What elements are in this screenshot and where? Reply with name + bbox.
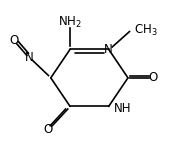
Text: O: O (44, 123, 53, 136)
Text: O: O (149, 71, 158, 84)
Text: O: O (9, 34, 18, 47)
Text: CH$_3$: CH$_3$ (134, 22, 158, 38)
Text: N: N (25, 51, 34, 64)
Text: NH: NH (114, 102, 132, 115)
Text: NH$_2$: NH$_2$ (58, 15, 82, 30)
Text: N: N (104, 43, 113, 56)
